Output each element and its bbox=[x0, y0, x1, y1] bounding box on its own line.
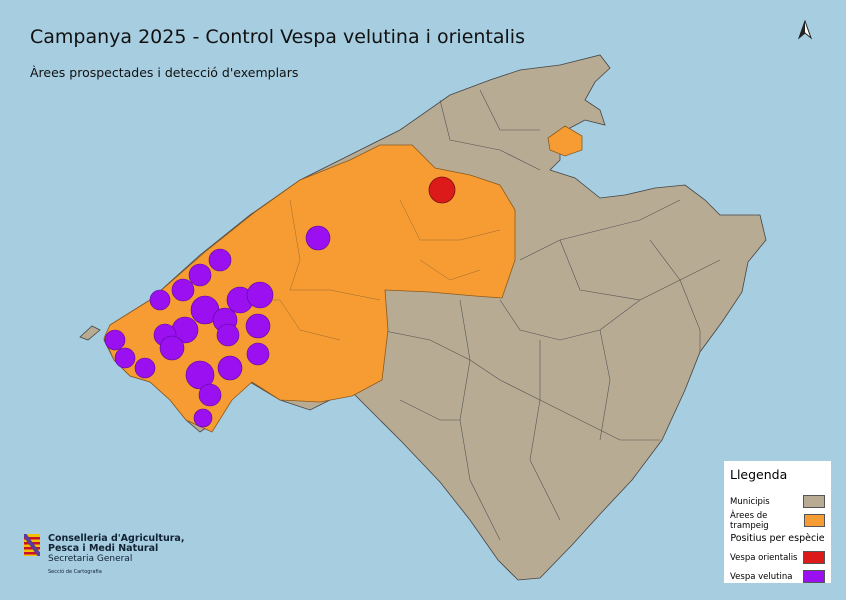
velutina-point bbox=[245, 313, 271, 339]
velutina-point bbox=[134, 357, 156, 379]
legend-title: Llegenda bbox=[730, 467, 788, 482]
velutina-point bbox=[208, 248, 232, 272]
north-arrow-icon bbox=[797, 20, 813, 40]
velutina-point bbox=[305, 225, 331, 251]
map-title: Campanya 2025 - Control Vespa velutina i… bbox=[30, 26, 525, 48]
map-subtitle: Àrees prospectades i detecció d'exemplar… bbox=[30, 65, 299, 80]
legend-swatch bbox=[803, 570, 825, 583]
islet-dragonera bbox=[79, 325, 101, 341]
legend-item-velutina: Vespa velutina bbox=[730, 567, 825, 586]
vespa-velutina-detections bbox=[104, 225, 331, 428]
legend-swatch bbox=[803, 495, 825, 508]
legend-swatch bbox=[803, 551, 825, 564]
velutina-point bbox=[188, 263, 212, 287]
government-logo: Conselleria d'Agricultura, Pesca i Medi … bbox=[24, 534, 184, 577]
velutina-point bbox=[198, 383, 222, 407]
velutina-point bbox=[114, 347, 136, 369]
legend-item-municipis: Municipis bbox=[730, 492, 825, 511]
logo-line1: Conselleria d'Agricultura, bbox=[48, 533, 185, 544]
trapping-area-alcudia bbox=[547, 125, 583, 157]
logo-line3: Secretaria General bbox=[48, 554, 133, 564]
legend-label: Vespa velutina bbox=[730, 571, 793, 582]
balearic-flag-icon bbox=[24, 534, 40, 556]
velutina-point bbox=[246, 342, 270, 366]
logo-line4: Secció de Cartografia bbox=[48, 569, 102, 575]
velutina-point bbox=[246, 281, 274, 309]
legend-label: Àrees de trampeig bbox=[730, 510, 769, 531]
legend: Llegenda Municipis Àrees de trampeig Pos… bbox=[724, 461, 831, 583]
legend-label: Municipis bbox=[730, 496, 770, 507]
legend-section: Positius per espècie bbox=[730, 533, 825, 544]
legend-item-orientalis: Vespa orientalis bbox=[730, 548, 825, 567]
vespa-orientalis-detection bbox=[428, 176, 456, 204]
legend-swatch bbox=[804, 514, 825, 527]
municipal-boundaries bbox=[379, 89, 721, 541]
velutina-point bbox=[159, 335, 185, 361]
velutina-point bbox=[216, 323, 240, 347]
velutina-point bbox=[185, 360, 215, 390]
velutina-point bbox=[149, 289, 171, 311]
velutina-point bbox=[104, 329, 126, 351]
velutina-point bbox=[217, 355, 243, 381]
legend-label: Vespa orientalis bbox=[730, 552, 798, 563]
velutina-point bbox=[193, 408, 213, 428]
trapping-area-west bbox=[103, 144, 516, 433]
logo-line2: Pesca i Medi Natural bbox=[48, 543, 159, 554]
legend-item-trampeig: Àrees de trampeig bbox=[730, 510, 825, 531]
velutina-point bbox=[171, 278, 195, 302]
